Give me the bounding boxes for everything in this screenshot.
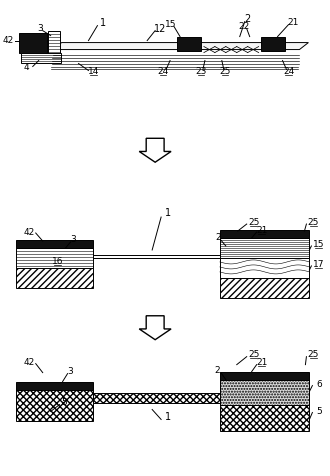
Text: 21: 21 bbox=[256, 226, 267, 235]
Bar bbox=[220, 379, 310, 405]
Text: 5: 5 bbox=[316, 407, 322, 416]
Bar bbox=[19, 32, 47, 52]
Text: 25: 25 bbox=[219, 67, 230, 76]
Bar bbox=[93, 393, 220, 403]
Text: 3: 3 bbox=[68, 367, 74, 376]
Text: 21: 21 bbox=[288, 18, 299, 27]
Bar bbox=[220, 278, 310, 298]
Bar bbox=[21, 52, 61, 62]
Text: 3: 3 bbox=[37, 24, 43, 33]
Bar bbox=[261, 37, 284, 50]
Bar bbox=[16, 389, 93, 421]
Polygon shape bbox=[53, 42, 309, 50]
Polygon shape bbox=[139, 139, 171, 162]
Text: 17: 17 bbox=[313, 260, 324, 269]
Bar bbox=[220, 238, 310, 258]
Text: 3: 3 bbox=[71, 236, 77, 245]
Text: 25: 25 bbox=[248, 218, 259, 227]
Text: 15: 15 bbox=[165, 20, 177, 29]
Bar bbox=[16, 240, 93, 248]
Bar bbox=[16, 248, 93, 268]
Text: 24: 24 bbox=[283, 67, 294, 76]
Text: 5: 5 bbox=[62, 398, 67, 407]
Text: 42: 42 bbox=[23, 228, 34, 237]
Text: 1: 1 bbox=[165, 413, 171, 423]
Text: 15: 15 bbox=[313, 240, 324, 249]
Text: 14: 14 bbox=[88, 67, 99, 76]
Text: 6: 6 bbox=[316, 380, 322, 389]
Polygon shape bbox=[139, 316, 171, 340]
Text: 25: 25 bbox=[248, 350, 259, 359]
Bar bbox=[220, 258, 310, 278]
Text: 2: 2 bbox=[214, 366, 220, 375]
Text: 25: 25 bbox=[308, 350, 319, 359]
Bar bbox=[48, 30, 60, 55]
Text: 2: 2 bbox=[215, 234, 221, 242]
Text: 22: 22 bbox=[238, 22, 249, 31]
Bar bbox=[220, 379, 310, 405]
Bar bbox=[220, 379, 310, 405]
Bar bbox=[220, 230, 310, 238]
Text: 23: 23 bbox=[195, 67, 207, 76]
Text: 1: 1 bbox=[165, 208, 171, 218]
Bar bbox=[220, 372, 310, 379]
Bar bbox=[16, 268, 93, 288]
Text: 42: 42 bbox=[23, 358, 34, 367]
Bar bbox=[16, 382, 93, 389]
Text: 2: 2 bbox=[245, 14, 251, 24]
Text: 4: 4 bbox=[24, 63, 30, 72]
Bar bbox=[220, 405, 310, 431]
Bar bbox=[177, 37, 201, 50]
Text: 1: 1 bbox=[100, 18, 107, 28]
Text: 42: 42 bbox=[2, 36, 14, 45]
Text: 25: 25 bbox=[308, 218, 319, 227]
Text: 21: 21 bbox=[256, 358, 267, 367]
Text: 24: 24 bbox=[157, 67, 169, 76]
Text: 16: 16 bbox=[52, 258, 63, 267]
Text: 12: 12 bbox=[154, 24, 166, 34]
